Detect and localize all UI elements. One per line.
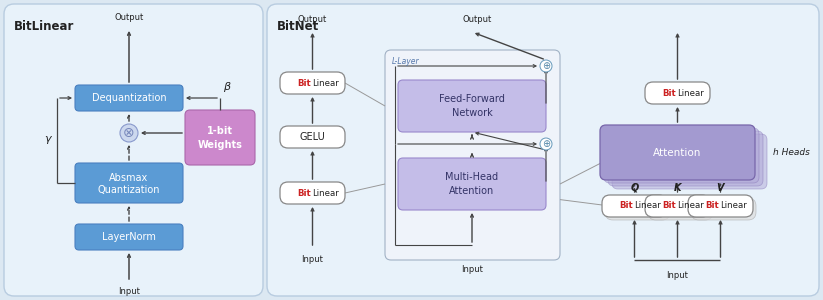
Text: L-Layer: L-Layer bbox=[392, 58, 420, 67]
Text: Linear: Linear bbox=[635, 202, 661, 211]
Text: Input: Input bbox=[667, 271, 688, 280]
Text: Dequantization: Dequantization bbox=[91, 93, 166, 103]
Text: V: V bbox=[717, 183, 724, 193]
Text: GELU: GELU bbox=[300, 132, 325, 142]
Text: BitLinear: BitLinear bbox=[14, 20, 74, 33]
Text: ⊕: ⊕ bbox=[542, 61, 550, 71]
Text: Multi-Head: Multi-Head bbox=[445, 172, 499, 182]
FancyBboxPatch shape bbox=[75, 163, 183, 203]
Text: Linear: Linear bbox=[313, 79, 339, 88]
FancyBboxPatch shape bbox=[398, 80, 546, 132]
Text: Quantization: Quantization bbox=[98, 185, 160, 195]
FancyBboxPatch shape bbox=[280, 182, 345, 204]
Text: ⊕: ⊕ bbox=[542, 139, 550, 149]
FancyBboxPatch shape bbox=[645, 195, 710, 217]
FancyBboxPatch shape bbox=[280, 126, 345, 148]
Text: Attention: Attention bbox=[653, 148, 702, 158]
Text: Input: Input bbox=[461, 266, 483, 274]
Circle shape bbox=[540, 60, 552, 72]
Text: Output: Output bbox=[463, 16, 491, 25]
Text: Bit: Bit bbox=[298, 79, 311, 88]
Text: $\gamma$: $\gamma$ bbox=[44, 134, 53, 146]
FancyBboxPatch shape bbox=[648, 198, 713, 220]
Text: Q: Q bbox=[630, 183, 639, 193]
Text: Feed-Forward: Feed-Forward bbox=[439, 94, 505, 104]
Text: Input: Input bbox=[118, 286, 140, 296]
Text: Bit: Bit bbox=[663, 202, 677, 211]
FancyBboxPatch shape bbox=[605, 198, 670, 220]
FancyBboxPatch shape bbox=[604, 128, 759, 183]
Text: Linear: Linear bbox=[677, 88, 704, 98]
Text: Output: Output bbox=[114, 14, 144, 22]
Text: Attention: Attention bbox=[449, 186, 495, 196]
Text: Output: Output bbox=[298, 16, 327, 25]
FancyBboxPatch shape bbox=[612, 134, 767, 189]
Text: Network: Network bbox=[452, 108, 492, 118]
Circle shape bbox=[540, 138, 552, 150]
Text: Linear: Linear bbox=[313, 188, 339, 197]
FancyBboxPatch shape bbox=[267, 4, 819, 296]
Text: Bit: Bit bbox=[706, 202, 719, 211]
FancyBboxPatch shape bbox=[4, 4, 263, 296]
FancyBboxPatch shape bbox=[185, 110, 255, 165]
Text: Weights: Weights bbox=[198, 140, 243, 149]
FancyBboxPatch shape bbox=[385, 50, 560, 260]
Text: ⊗: ⊗ bbox=[123, 126, 135, 140]
Text: 1-bit: 1-bit bbox=[207, 125, 233, 136]
Text: Linear: Linear bbox=[677, 202, 704, 211]
FancyBboxPatch shape bbox=[691, 198, 756, 220]
FancyBboxPatch shape bbox=[608, 131, 763, 186]
FancyBboxPatch shape bbox=[600, 125, 755, 180]
FancyBboxPatch shape bbox=[688, 195, 753, 217]
Text: K: K bbox=[674, 183, 681, 193]
Text: h Heads: h Heads bbox=[773, 148, 810, 157]
FancyBboxPatch shape bbox=[398, 158, 546, 210]
FancyBboxPatch shape bbox=[645, 82, 710, 104]
FancyBboxPatch shape bbox=[280, 72, 345, 94]
Text: Absmax: Absmax bbox=[109, 173, 149, 183]
FancyBboxPatch shape bbox=[602, 195, 667, 217]
Text: Bit: Bit bbox=[663, 88, 677, 98]
Text: LayerNorm: LayerNorm bbox=[102, 232, 156, 242]
Text: Bit: Bit bbox=[620, 202, 634, 211]
FancyBboxPatch shape bbox=[75, 224, 183, 250]
Text: Input: Input bbox=[301, 256, 323, 265]
Text: Bit: Bit bbox=[298, 188, 311, 197]
Circle shape bbox=[120, 124, 138, 142]
FancyBboxPatch shape bbox=[75, 85, 183, 111]
Text: Linear: Linear bbox=[720, 202, 747, 211]
Text: $\beta$: $\beta$ bbox=[223, 80, 232, 94]
Text: BitNet: BitNet bbox=[277, 20, 319, 33]
